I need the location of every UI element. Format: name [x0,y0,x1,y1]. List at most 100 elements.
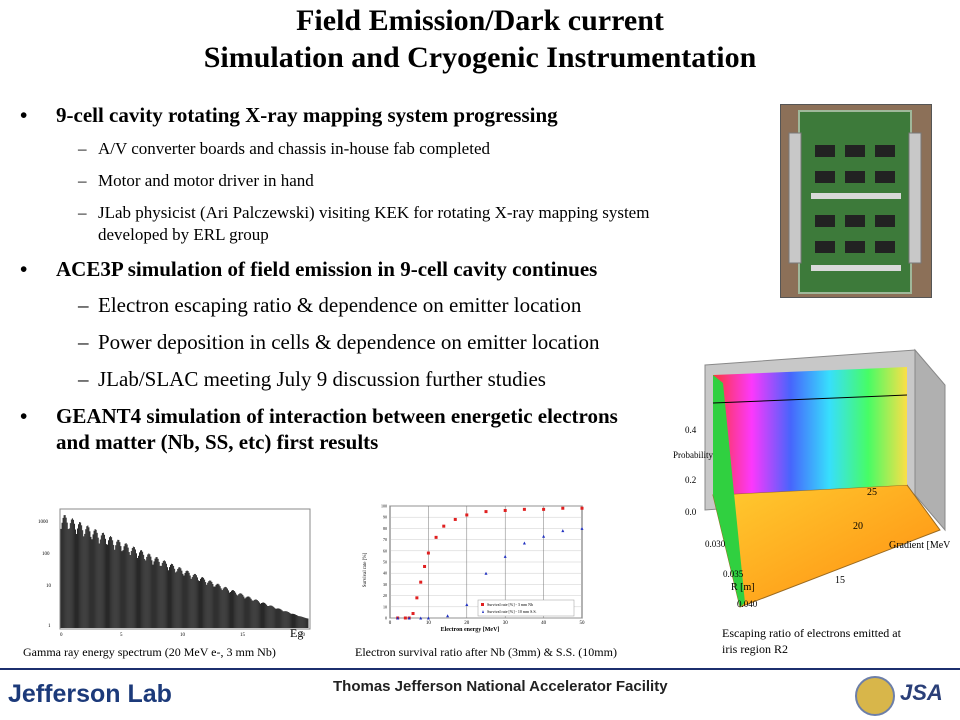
bullet-ace3p: • ACE3P simulation of field emission in … [20,256,760,282]
legend-ss-label: Survival rate [%] - 10 mm S.S. [487,609,537,614]
survival-y-label: Survival rate [%] [363,552,368,587]
survival-ratio-plot: 0 10 20 30 40 50 60 70 80 90 100 0 10 20 30 40 50 Surviv… [360,500,590,635]
spec-y-tick: 100 [42,552,50,557]
bullet-dot-icon: • [20,103,28,127]
survival-point-nb [426,551,430,555]
survival-point-ss [503,554,507,558]
plot3d-caption-2: iris region R2 [722,642,788,656]
dash-icon: – [78,293,89,317]
dash-icon: – [78,367,89,391]
spec-x-tick: 15 [240,633,246,638]
survival-y-tick: 50 [383,560,387,565]
legend-nb-marker [481,603,484,606]
survival-y-tick: 0 [385,616,387,621]
survival-point-ss [419,616,423,620]
spec-y-tick: 10 [46,584,52,589]
survival-y-tick: 20 [383,593,387,598]
survival-point-nb [442,524,446,528]
survival-point-ss [396,616,400,620]
dash-icon: – [78,139,87,158]
sub-bullet: – A/V converter boards and chassis in-ho… [20,138,760,160]
bullet-dot-icon: • [20,257,28,281]
spec-x-tick: 20 [300,633,306,638]
legend-nb-label: Survival rate [%] - 3 mm Nb [487,602,533,607]
survival-y-tick: 80 [383,526,387,531]
sub-bullet-text: JLab physicist (Ari Palczewski) visiting… [98,203,650,244]
dash-icon: – [78,171,87,190]
survival-point-ss [580,526,584,530]
y-tick: 20 [853,521,863,532]
x-tick: 0.035 [723,569,744,579]
survival-y-tick: 60 [383,548,387,553]
x-axis-label: R [m] [731,582,755,593]
survival-point-nb [580,506,584,510]
legend-ss-marker [482,610,484,613]
gamma-spectrum-plot: 1000 100 10 1 0 5 10 15 20 [38,508,311,638]
survival-point-nb [423,564,427,568]
bullet-xray-mapping: • 9-cell cavity rotating X-ray mapping s… [20,102,760,128]
z-axis-label: Probability [673,450,713,460]
footer-divider [0,668,960,670]
bullet-text: GEANT4 simulation of interaction between… [56,404,618,454]
survival-point-ss [407,616,411,620]
survival-x-tick: 40 [541,621,547,626]
survival-y-tick: 30 [383,582,387,587]
bullet-geant4: • GEANT4 simulation of interaction betwe… [20,403,656,455]
survival-point-ss [561,529,565,533]
survival-point-ss [465,603,469,607]
z-tick: 0.4 [685,425,697,435]
bullet-dot-icon: • [20,404,28,428]
sub-bullet: – Power deposition in cells & dependence… [20,329,760,355]
sub-bullet: – Motor and motor driver in hand [20,170,760,192]
sub-bullet-text: Motor and motor driver in hand [98,171,314,190]
z-tick: 0.2 [685,475,696,485]
doe-seal-icon [855,676,895,716]
survival-point-ss [426,616,430,620]
z-tick: 0.0 [685,507,697,517]
survival-point-nb [542,507,546,511]
survival-y-tick: 90 [383,515,387,520]
spectrum-bars [60,515,309,628]
sub-bullet-text: JLab/SLAC meeting July 9 discussion furt… [98,367,546,391]
title-line-1: Field Emission/Dark current [296,4,664,37]
title-line-2: Simulation and Cryogenic Instrumentation [203,41,757,74]
dash-icon: – [78,203,87,222]
survival-x-tick: 50 [580,621,586,626]
bullet-list: • 9-cell cavity rotating X-ray mapping s… [20,102,760,465]
plot3d-caption-1: Escaping ratio of electrons emitted at [722,626,901,640]
sub-bullet: – Electron escaping ratio & dependence o… [20,292,760,318]
survival-point-nb [522,507,526,511]
y-axis-label: Gradient [MeV/m] [889,540,950,551]
spec-x-tick: 5 [120,633,123,638]
surface-front-edge [713,375,745,607]
survival-x-tick: 10 [426,621,432,626]
survival-point-ss [484,571,488,575]
slide-title: Field Emission/Dark current Simulation a… [0,2,960,76]
survival-y-tick: 100 [381,504,387,509]
survival-point-nb [411,612,415,616]
survival-caption: Electron survival ratio after Nb (3mm) &… [355,645,617,659]
spec-y-tick: 1000 [38,520,49,525]
circuit-board-photo [780,104,932,298]
survival-point-nb [484,510,488,514]
eg-marker: Eg [290,626,304,640]
survival-point-nb [503,508,507,512]
survival-x-tick: 0 [389,621,392,626]
survival-y-tick: 70 [383,537,387,542]
x-tick: 0.040 [737,599,758,609]
survival-legend [477,599,575,617]
facility-name: Thomas Jefferson National Accelerator Fa… [333,678,668,695]
survival-point-nb [453,517,457,521]
x-tick: 0.030 [705,539,726,549]
spec-x-tick: 10 [180,633,186,638]
survival-point-nb [419,580,423,584]
dash-icon: – [78,330,89,354]
survival-point-ss [522,541,526,545]
survival-point-nb [561,506,565,510]
surface-floor [712,484,941,608]
survival-y-tick: 10 [383,604,387,609]
sub-bullet: – JLab/SLAC meeting July 9 discussion fu… [20,366,760,392]
bullet-text: 9-cell cavity rotating X-ray mapping sys… [56,103,558,127]
sub-bullet-text: A/V converter boards and chassis in-hous… [98,139,490,158]
jsa-logo: JSA [900,680,943,705]
